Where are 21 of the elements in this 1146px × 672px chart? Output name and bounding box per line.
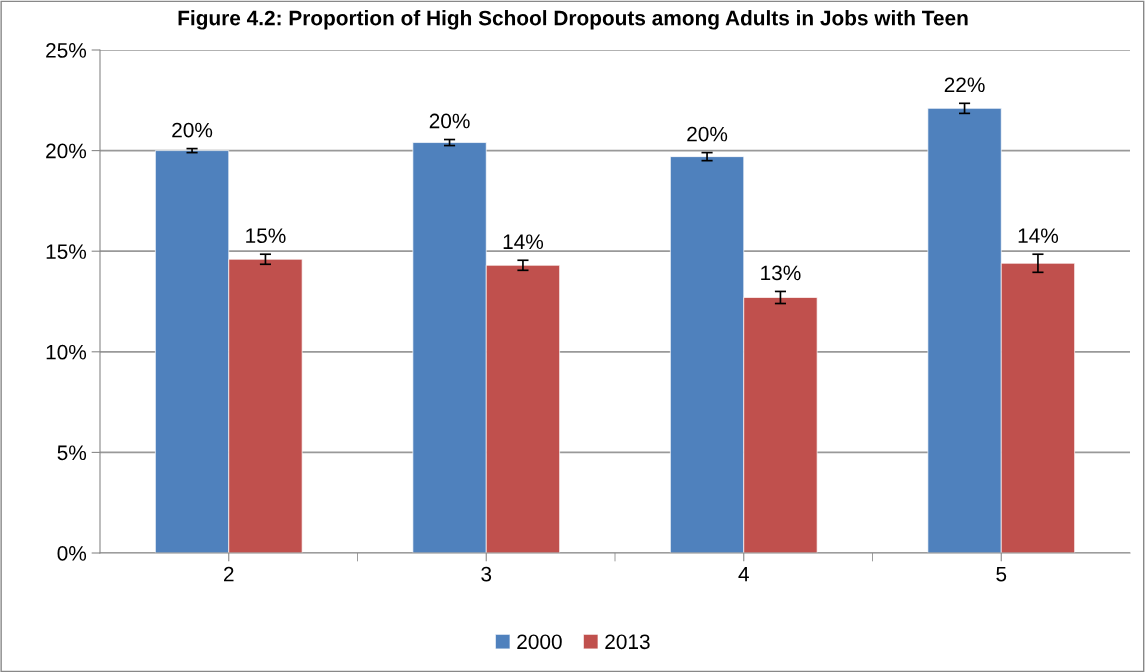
data-label: 20% (172, 122, 213, 138)
data-label: 14% (503, 234, 544, 250)
x-tick-label: 2 (224, 566, 234, 582)
data-label: 13% (761, 265, 801, 281)
data-label: 15% (246, 228, 286, 244)
data-label: 20% (687, 126, 728, 142)
data-label: 20% (429, 113, 470, 129)
x-tick-label: 5 (996, 566, 1007, 582)
y-tick-label: 20% (46, 143, 87, 159)
x-tick-label: 4 (738, 566, 749, 582)
data-label: 22% (944, 77, 985, 93)
y-tick-label: 10% (46, 344, 87, 360)
y-tick-label: 25% (46, 43, 87, 58)
legend-label: 2000 (517, 634, 562, 650)
x-tick-label: 3 (481, 566, 492, 582)
chart-title: Figure 4.2: Proportion of High School Dropouts among Adults in Jobs with Teen (178, 10, 968, 30)
y-tick-label: 15% (46, 244, 87, 259)
y-tick-label: 5% (57, 445, 87, 461)
legend-label: 2013 (605, 634, 650, 650)
data-label: 14% (1018, 228, 1059, 243)
y-tick-label: 0% (57, 546, 87, 561)
